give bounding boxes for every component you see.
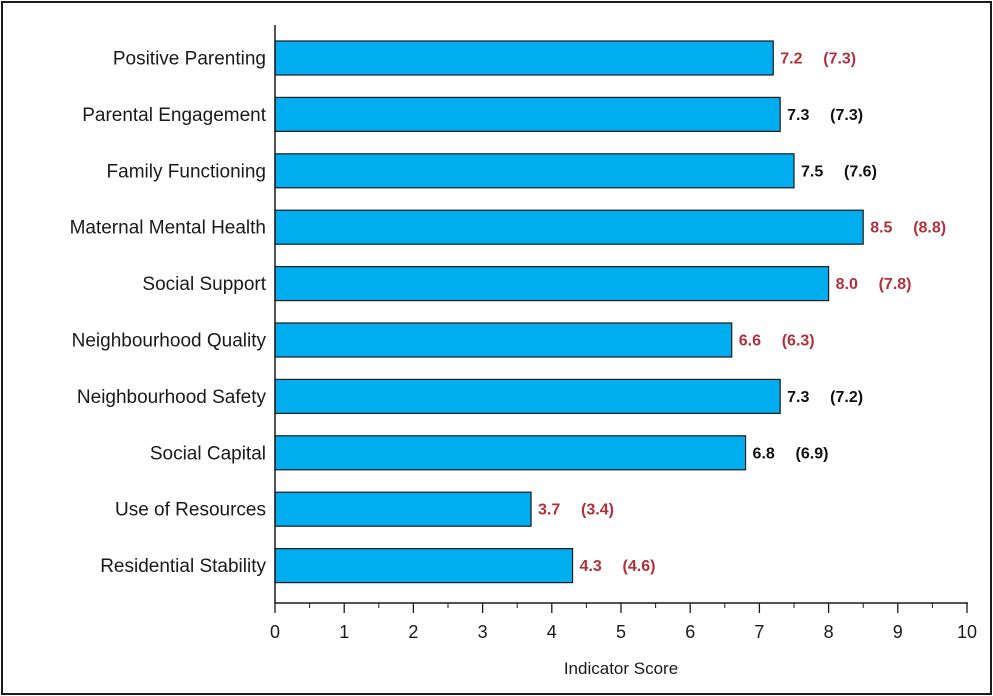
x-tick-label: 9 bbox=[893, 622, 903, 642]
comparison-label: (7.3) bbox=[823, 51, 856, 68]
comparison-label: (7.8) bbox=[879, 276, 912, 293]
comparison-label: (4.6) bbox=[623, 558, 656, 575]
category-label: Positive Parenting bbox=[113, 49, 266, 70]
value-label: 4.3 bbox=[580, 558, 602, 575]
value-label: 7.3 bbox=[787, 389, 809, 406]
x-tick-label: 10 bbox=[957, 622, 977, 642]
x-tick-label: 0 bbox=[270, 622, 280, 642]
comparison-label: (6.3) bbox=[782, 333, 815, 350]
bar bbox=[274, 547, 574, 584]
bar bbox=[274, 153, 795, 189]
bar-chart: Positive Parenting 7.2 (7.3) Parental Engag… bbox=[70, 25, 977, 678]
category-label: Social Capital bbox=[150, 443, 266, 464]
value-label: 8.5 bbox=[870, 220, 892, 237]
x-tick-label: 7 bbox=[754, 622, 764, 642]
axes-layer bbox=[274, 25, 968, 613]
x-tick-label: 5 bbox=[616, 622, 626, 642]
value-label: 7.5 bbox=[801, 163, 823, 180]
x-tick-label: 8 bbox=[824, 622, 834, 642]
x-tick-label: 1 bbox=[339, 622, 349, 642]
comparison-label: (8.8) bbox=[913, 220, 946, 237]
labels-layer: Positive Parenting 7.2 (7.3) Parental Engag… bbox=[70, 49, 977, 643]
comparison-label: (7.3) bbox=[830, 107, 863, 124]
bar bbox=[274, 435, 747, 471]
bar bbox=[274, 266, 830, 302]
category-label: Neighbourhood Quality bbox=[72, 331, 267, 352]
comparison-label: (7.6) bbox=[844, 163, 877, 180]
bar bbox=[274, 378, 781, 414]
category-label: Family Functioning bbox=[107, 161, 266, 182]
value-label: 8.0 bbox=[836, 276, 858, 293]
bar bbox=[274, 322, 733, 358]
category-label: Social Support bbox=[142, 274, 266, 295]
x-axis-title: Indicator Score bbox=[564, 659, 678, 678]
bar bbox=[274, 491, 532, 527]
category-label: Residential Stability bbox=[100, 556, 266, 577]
value-label: 6.6 bbox=[739, 333, 761, 350]
x-tick-label: 2 bbox=[408, 622, 418, 642]
value-label: 7.3 bbox=[787, 107, 809, 124]
category-label: Neighbourhood Safety bbox=[77, 387, 267, 408]
comparison-label: (3.4) bbox=[581, 502, 614, 519]
x-tick-label: 3 bbox=[478, 622, 488, 642]
category-label: Parental Engagement bbox=[82, 105, 267, 126]
value-label: 6.8 bbox=[753, 445, 775, 462]
bar bbox=[274, 209, 864, 245]
bar bbox=[274, 96, 781, 133]
comparison-label: (6.9) bbox=[796, 445, 829, 462]
bars-layer bbox=[274, 40, 864, 584]
x-tick-label: 4 bbox=[547, 622, 557, 642]
value-label: 7.2 bbox=[780, 51, 802, 68]
category-label: Use of Resources bbox=[115, 500, 266, 521]
bar bbox=[274, 40, 774, 76]
comparison-label: (7.2) bbox=[830, 389, 863, 406]
x-tick-label: 6 bbox=[685, 622, 695, 642]
category-label: Maternal Mental Health bbox=[70, 218, 266, 239]
value-label: 3.7 bbox=[538, 502, 560, 519]
